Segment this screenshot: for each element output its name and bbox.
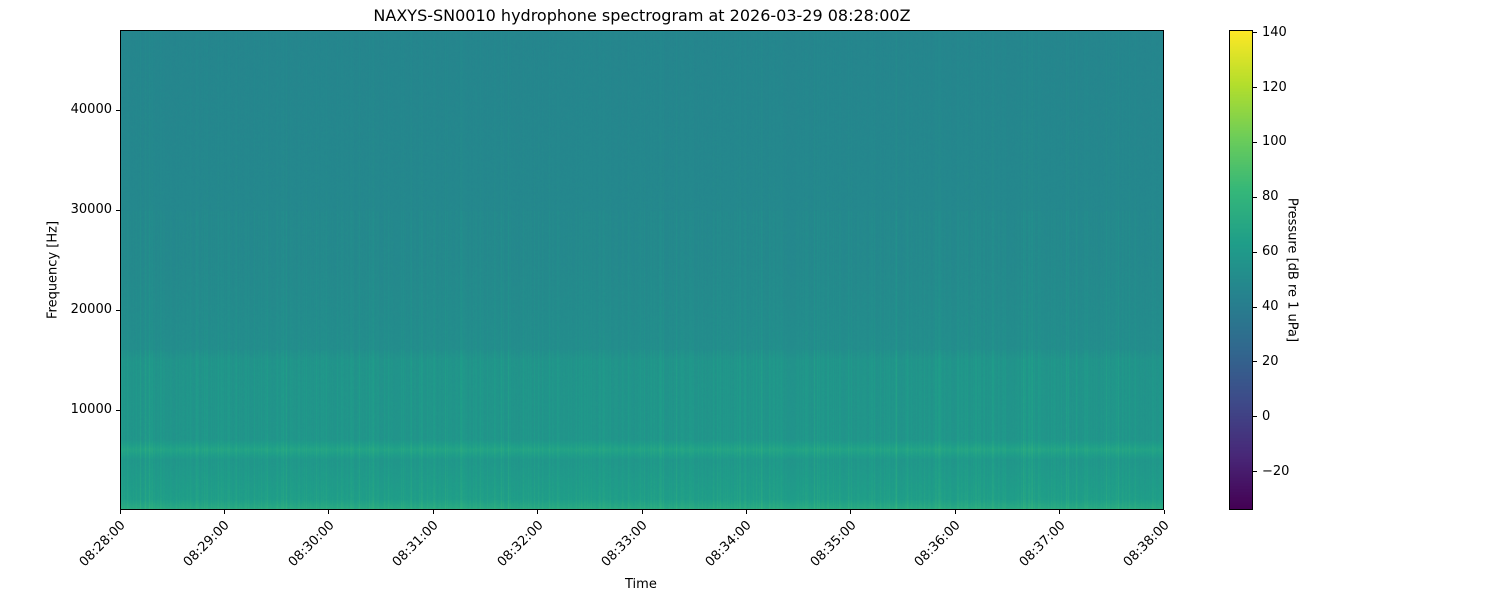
x-tick-mark: [1163, 510, 1165, 514]
x-tick-label: 08:38:00: [1120, 518, 1173, 570]
x-tick-mark: [119, 510, 121, 514]
chart-title: NAXYS-SN0010 hydrophone spectrogram at 2…: [373, 6, 911, 25]
x-tick-mark: [537, 510, 539, 514]
x-tick-label: 08:31:00: [389, 518, 442, 570]
y-tick-mark: [116, 409, 120, 411]
x-tick-mark: [745, 510, 747, 514]
spectrogram-image: [121, 31, 1163, 509]
colorbar-tick-mark: [1253, 87, 1257, 89]
y-tick-mark: [116, 109, 120, 111]
colorbar-tick-label: 100: [1262, 134, 1287, 150]
colorbar-tick-label: 40: [1262, 299, 1279, 315]
x-tick-mark: [432, 510, 434, 514]
colorbar-tick-mark: [1253, 306, 1257, 308]
x-tick-label: 08:33:00: [598, 518, 651, 570]
y-tick-label: 20000: [70, 302, 112, 317]
x-tick-label: 08:30:00: [285, 518, 338, 570]
x-tick-mark: [1059, 510, 1061, 514]
colorbar-tick-label: 80: [1262, 189, 1279, 205]
y-tick-label: 10000: [70, 402, 112, 417]
x-tick-mark: [328, 510, 330, 514]
x-tick-label: 08:32:00: [494, 518, 547, 570]
y-tick-mark: [116, 309, 120, 311]
colorbar-tick-mark: [1253, 32, 1257, 34]
colorbar-tick-label: 140: [1262, 24, 1287, 40]
x-tick-label: 08:35:00: [807, 518, 860, 570]
colorbar-tick-label: 20: [1262, 353, 1279, 369]
colorbar-label: Pressure [dB re 1 uPa]: [1284, 197, 1300, 343]
x-tick-label: 08:34:00: [703, 518, 755, 570]
colorbar-tick-mark: [1253, 141, 1257, 143]
colorbar-tick-mark: [1253, 471, 1257, 473]
colorbar-tick-mark: [1253, 196, 1257, 198]
y-tick-label: 40000: [70, 102, 112, 117]
x-tick-label: 08:29:00: [181, 518, 233, 570]
plot-area: [120, 30, 1164, 510]
x-tick-label: 08:36:00: [911, 518, 964, 570]
colorbar-tick-label: 60: [1262, 244, 1279, 260]
colorbar-tick-label: 0: [1262, 408, 1271, 424]
colorbar: [1229, 30, 1253, 510]
colorbar-tick-mark: [1253, 416, 1257, 418]
x-tick-mark: [223, 510, 225, 514]
colorbar-tick-mark: [1253, 361, 1257, 363]
colorbar-tick-mark: [1253, 251, 1257, 253]
x-tick-mark: [641, 510, 643, 514]
x-tick-label: 08:28:00: [76, 518, 129, 570]
x-axis-label: Time: [625, 577, 657, 592]
x-tick-mark: [850, 510, 852, 514]
colorbar-tick-label: 120: [1262, 79, 1287, 95]
y-tick-label: 30000: [70, 202, 112, 217]
y-tick-mark: [116, 209, 120, 211]
x-tick-mark: [954, 510, 956, 514]
colorbar-tick-label: −20: [1262, 463, 1290, 479]
x-tick-label: 08:37:00: [1016, 518, 1069, 570]
